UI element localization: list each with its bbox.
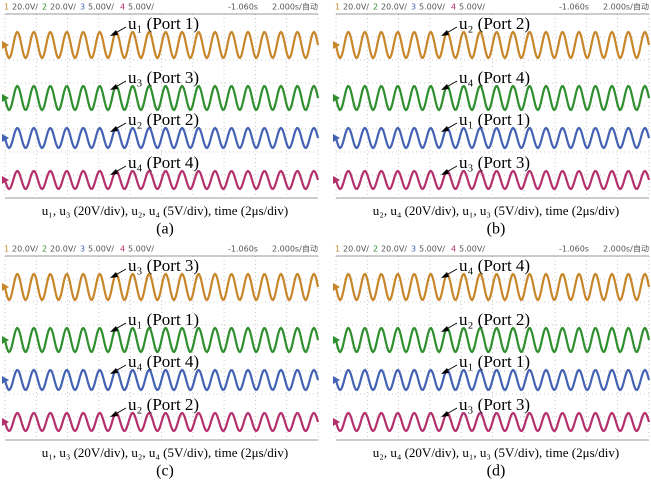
scope-header-text: 20.0V/ <box>50 3 76 12</box>
panel-caption: u₁, u₃ (20V/div), u₂, u₄ (5V/div), time … <box>42 445 288 460</box>
figure: 120.0V/220.0V/35.00V/45.00V/-1.060s2.000… <box>0 0 651 483</box>
trace-label: u₁ (Port 1) <box>128 310 199 329</box>
label-arrowhead <box>110 368 118 374</box>
label-arrowhead <box>441 169 449 175</box>
scope-header-text: 自动 <box>633 2 649 12</box>
panel-caption: u₂, u₄ (20V/div), u₁, u₃ (5V/div), time … <box>373 445 619 460</box>
scope-header-text: 2.000s/ <box>272 245 302 254</box>
scope-header-text: 20.0V/ <box>343 3 369 12</box>
scope-header-text: 5.00V/ <box>459 245 485 254</box>
trace-label: u₁ (Port 1) <box>128 14 199 33</box>
scope-header-text: 2.000s/ <box>603 3 633 12</box>
label-arrowhead <box>441 126 449 132</box>
trace-label: u₃ (Port 3) <box>128 68 199 87</box>
scope-header-text: 5.00V/ <box>88 245 114 254</box>
label-arrowhead <box>441 368 449 374</box>
scope-header-text: 3 <box>411 245 416 254</box>
scope-header-text: 5.00V/ <box>128 3 154 12</box>
scope-header-text: 2.000s/ <box>272 3 302 12</box>
label-arrowhead <box>110 30 118 36</box>
scope-header-text: -1.060s <box>228 245 258 254</box>
scope-header-text: 4 <box>120 245 125 254</box>
label-arrowhead <box>441 84 449 90</box>
label-arrowhead <box>441 411 449 417</box>
scope-header-text: 4 <box>451 3 456 12</box>
scope-header-text: 20.0V/ <box>12 245 38 254</box>
scope-header-text: 5.00V/ <box>419 3 445 12</box>
scope-header-text: 3 <box>80 245 85 254</box>
scope-header-text: 20.0V/ <box>381 245 407 254</box>
trace-label: u₃ (Port 3) <box>459 153 530 172</box>
scope-header-text: 2 <box>373 3 378 12</box>
trace-label: u₄ (Port 4) <box>128 352 199 371</box>
trace-label: u₂ (Port 2) <box>128 110 199 129</box>
label-arrowhead <box>441 272 449 278</box>
panel-caption: u₂, u₄ (20V/div), u₁, u₃ (5V/div), time … <box>373 203 619 218</box>
label-arrowhead <box>441 30 449 36</box>
trace-label: u₂ (Port 2) <box>128 395 199 414</box>
trace-label: u₃ (Port 3) <box>128 256 199 275</box>
label-arrowhead <box>110 272 118 278</box>
label-arrowhead <box>110 169 118 175</box>
scope-header-text: 5.00V/ <box>88 3 114 12</box>
trace-label: u₂ (Port 2) <box>459 14 530 33</box>
scope-header-text: 2.000s/ <box>603 245 633 254</box>
scope-header-text: 5.00V/ <box>128 245 154 254</box>
scope-header-text: 2 <box>42 245 47 254</box>
scope-header-text: 20.0V/ <box>343 245 369 254</box>
label-arrowhead <box>110 84 118 90</box>
scope-header-text: 2 <box>42 3 47 12</box>
trace-label: u₁ (Port 1) <box>459 352 530 371</box>
label-arrowhead <box>110 411 118 417</box>
scope-header-text: 4 <box>451 245 456 254</box>
scope-header-text: 3 <box>80 3 85 12</box>
scope-header-text: 1 <box>335 3 340 12</box>
scope-header-text: 4 <box>120 3 125 12</box>
scope-header-text: -1.060s <box>559 245 589 254</box>
scope-header-text: 自动 <box>302 2 318 12</box>
label-arrowhead <box>110 126 118 132</box>
scope-header-text: 1 <box>335 245 340 254</box>
scope-header-text: 1 <box>4 245 9 254</box>
trace-label: u₄ (Port 4) <box>459 68 530 87</box>
scope-panel: 120.0V/220.0V/35.00V/45.00V/-1.060s2.000… <box>333 2 649 238</box>
scope-header-text: 自动 <box>633 244 649 254</box>
scope-header-text: 自动 <box>302 244 318 254</box>
scope-header-text: -1.060s <box>228 3 258 12</box>
panel-label: (d) <box>487 463 506 480</box>
trace-label: u₄ (Port 4) <box>459 256 530 275</box>
panel-label: (a) <box>156 221 174 238</box>
scope-header-text: 5.00V/ <box>419 245 445 254</box>
scope-header-text: 20.0V/ <box>381 3 407 12</box>
panel-label: (b) <box>487 221 506 238</box>
scope-header-text: 5.00V/ <box>459 3 485 12</box>
scope-header-text: 20.0V/ <box>50 245 76 254</box>
scope-header-text: 3 <box>411 3 416 12</box>
scope-header-text: 2 <box>373 245 378 254</box>
trace-label: u₄ (Port 4) <box>128 153 199 172</box>
trace-label: u₂ (Port 2) <box>459 310 530 329</box>
trace-label: u₁ (Port 1) <box>459 110 530 129</box>
scope-header-text: -1.060s <box>559 3 589 12</box>
label-arrowhead <box>110 326 118 332</box>
panel-caption: u₁, u₃ (20V/div), u₂, u₄ (5V/div), time … <box>42 203 288 218</box>
label-arrowhead <box>441 326 449 332</box>
trace-label: u₃ (Port 3) <box>459 395 530 414</box>
panel-label: (c) <box>156 463 174 480</box>
scope-header-text: 1 <box>4 3 9 12</box>
scope-header-text: 20.0V/ <box>12 3 38 12</box>
